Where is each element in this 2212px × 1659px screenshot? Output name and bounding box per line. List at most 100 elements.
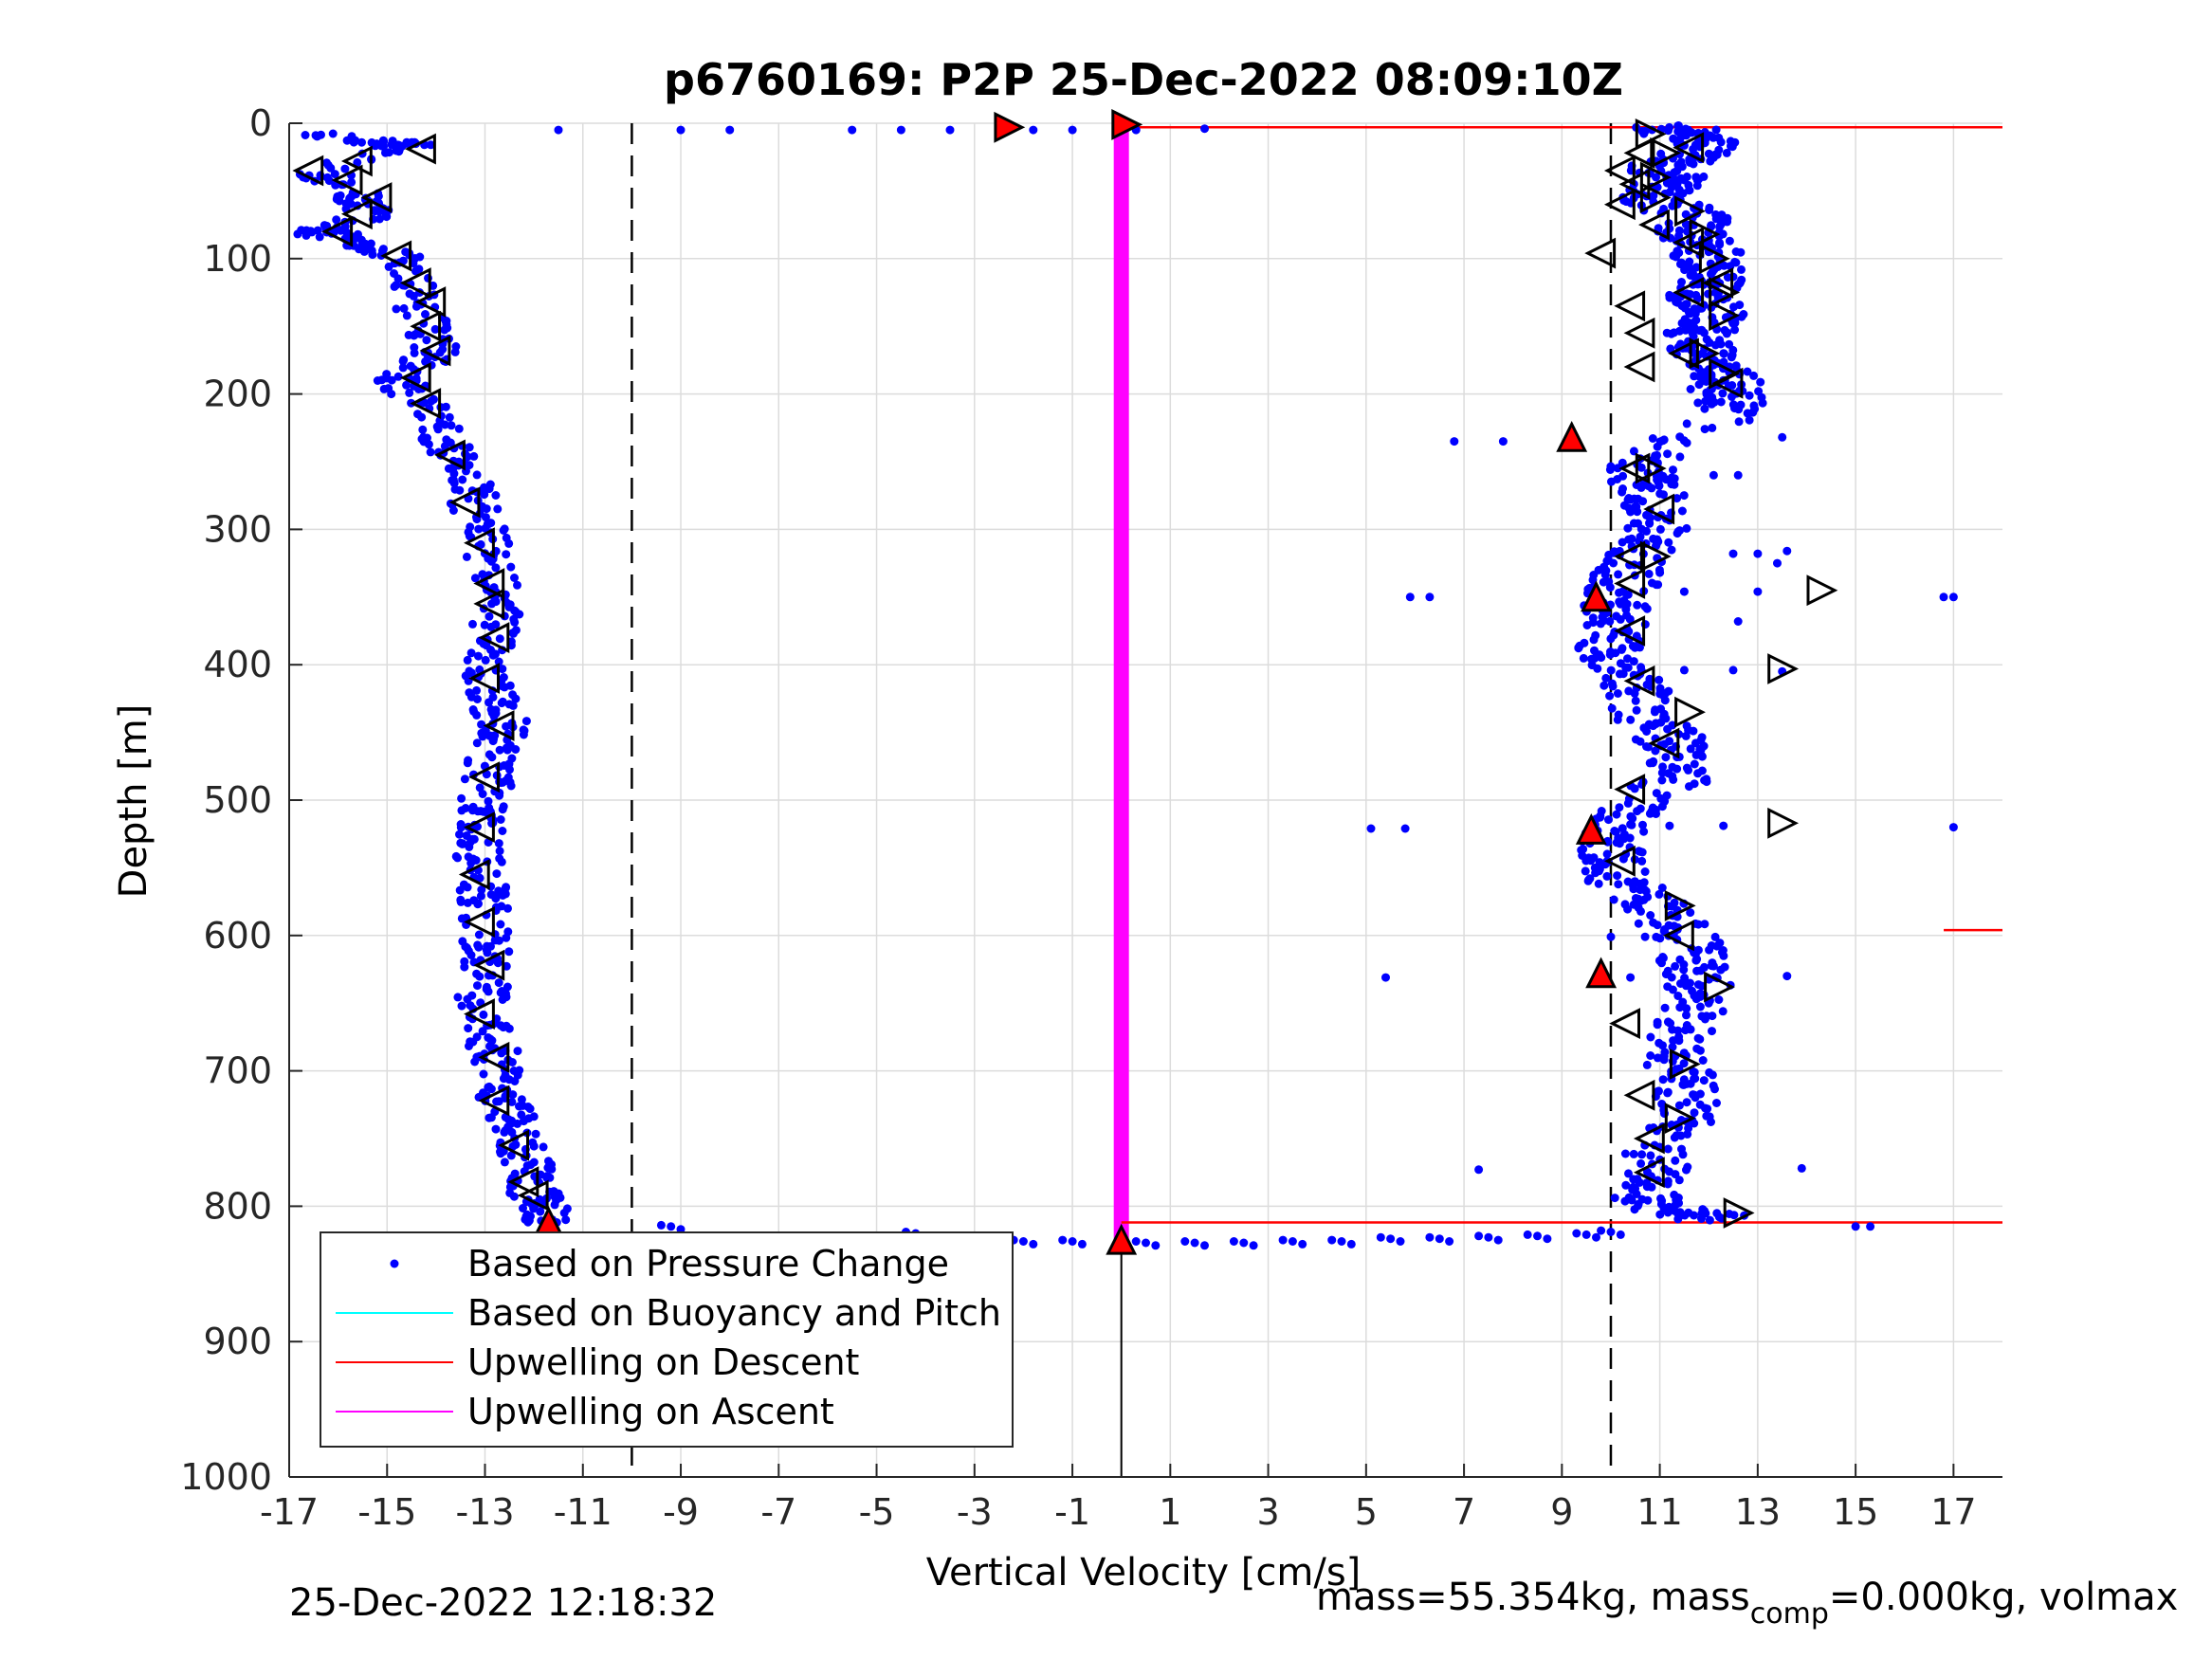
pressure-change-point <box>484 796 493 806</box>
pressure-change-point <box>1662 328 1672 337</box>
pressure-change-point <box>1674 1176 1684 1185</box>
pressure-change-point <box>1366 824 1376 833</box>
x-tick-label: -11 <box>554 1491 612 1533</box>
pressure-change-point <box>500 524 509 534</box>
pressure-change-point <box>411 374 421 383</box>
pressure-change-point <box>456 820 466 829</box>
pressure-change-point <box>1618 471 1628 481</box>
x-tick-label: 5 <box>1355 1491 1378 1533</box>
pressure-change-point <box>1523 1230 1532 1239</box>
pressure-change-point <box>1613 464 1622 473</box>
pressure-change-point <box>433 425 443 434</box>
pressure-change-point <box>1618 644 1627 653</box>
ascent-marker-triangle <box>1639 182 1672 213</box>
pressure-change-point <box>1588 575 1598 585</box>
pressure-change-point <box>1797 1163 1806 1173</box>
pressure-change-point <box>1663 1087 1673 1097</box>
pressure-change-point <box>1676 260 1685 269</box>
pressure-change-point <box>486 646 495 654</box>
pressure-change-point <box>1405 592 1415 602</box>
pressure-change-point <box>494 839 503 848</box>
upwelling-marker-triangle <box>1575 813 1607 845</box>
ascent-marker-triangle <box>1674 696 1706 728</box>
pressure-change-point <box>1588 613 1598 623</box>
pressure-change-point <box>1627 820 1636 830</box>
pressure-change-point <box>1643 1195 1653 1205</box>
pressure-change-point <box>1665 188 1674 197</box>
descent-marker-triangle <box>464 811 495 844</box>
pressure-change-point <box>1623 904 1633 914</box>
pressure-change-point <box>474 524 484 534</box>
pressure-change-point <box>1596 619 1605 629</box>
pressure-change-point <box>405 388 414 397</box>
pressure-change-point <box>1669 1036 1678 1046</box>
pressure-change-point <box>1668 201 1677 210</box>
pressure-change-point <box>1623 590 1633 599</box>
pressure-change-point <box>464 1024 473 1033</box>
pressure-change-point <box>1619 501 1629 510</box>
pressure-change-point <box>1723 273 1732 282</box>
pressure-change-point <box>1708 1012 1717 1021</box>
pressure-change-point <box>1670 474 1679 483</box>
pressure-change-point <box>496 920 505 929</box>
pressure-change-point <box>1655 568 1665 577</box>
pressure-change-point <box>529 1141 539 1151</box>
descent-marker-triangle <box>405 133 436 165</box>
pressure-change-point <box>1688 986 1696 995</box>
pressure-change-point <box>468 705 478 714</box>
pressure-change-point <box>469 451 479 461</box>
pressure-change-point <box>492 869 502 879</box>
descent-marker-triangle <box>478 1041 510 1073</box>
pressure-change-point <box>1619 830 1629 839</box>
pressure-change-point <box>1691 1093 1700 1103</box>
pressure-change-point <box>1670 898 1679 907</box>
pressure-change-point <box>486 1113 496 1122</box>
pressure-change-point <box>486 519 496 528</box>
pressure-change-point <box>463 758 472 768</box>
pressure-change-point <box>1710 932 1720 941</box>
ascent-marker-triangle <box>1614 568 1646 599</box>
pressure-change-point <box>1654 1086 1663 1096</box>
x-tick-label: -5 <box>859 1491 895 1533</box>
pressure-change-point <box>1610 827 1619 835</box>
pressure-change-point <box>1058 1235 1068 1245</box>
pressure-change-point <box>1677 319 1687 328</box>
pressure-change-point <box>1718 389 1728 398</box>
pressure-change-point <box>473 981 482 991</box>
pressure-change-point <box>491 563 501 573</box>
pressure-change-point <box>561 1215 571 1225</box>
pressure-change-point <box>519 1204 527 1212</box>
pressure-change-point <box>1669 465 1677 475</box>
x-tick-label: -7 <box>760 1491 796 1533</box>
pressure-change-point <box>1639 827 1649 836</box>
y-tick-label: 300 <box>203 508 272 550</box>
descent-marker-triangle <box>360 182 393 213</box>
pressure-change-point <box>1692 181 1702 191</box>
upwelling-marker-triangle <box>1111 108 1143 140</box>
pressure-change-point <box>1623 654 1632 664</box>
pressure-change-point <box>1686 908 1695 918</box>
pressure-change-point <box>510 574 519 582</box>
pressure-change-point <box>1600 570 1610 579</box>
pressure-change-point <box>322 158 331 168</box>
pressure-change-point <box>1675 1208 1685 1217</box>
pressure-change-point <box>1629 657 1638 666</box>
pressure-change-point <box>1543 1234 1552 1244</box>
ascent-marker-triangle <box>1709 357 1741 390</box>
pressure-change-point <box>1948 823 1958 832</box>
pressure-change-point <box>472 470 482 480</box>
pressure-change-point <box>1635 1177 1644 1187</box>
pressure-change-point <box>1642 526 1651 536</box>
pressure-change-point <box>1679 587 1689 596</box>
pressure-change-point <box>315 232 324 242</box>
pressure-change-point <box>461 804 470 812</box>
pressure-change-point <box>1597 807 1606 815</box>
pressure-change-point <box>1664 178 1673 188</box>
pressure-change-point <box>1700 1206 1709 1215</box>
pressure-change-point <box>1636 879 1645 888</box>
pressure-change-point <box>455 830 464 839</box>
pressure-change-point <box>497 857 506 866</box>
ascent-marker-triangle <box>1639 540 1672 573</box>
pressure-change-point <box>1654 224 1663 233</box>
